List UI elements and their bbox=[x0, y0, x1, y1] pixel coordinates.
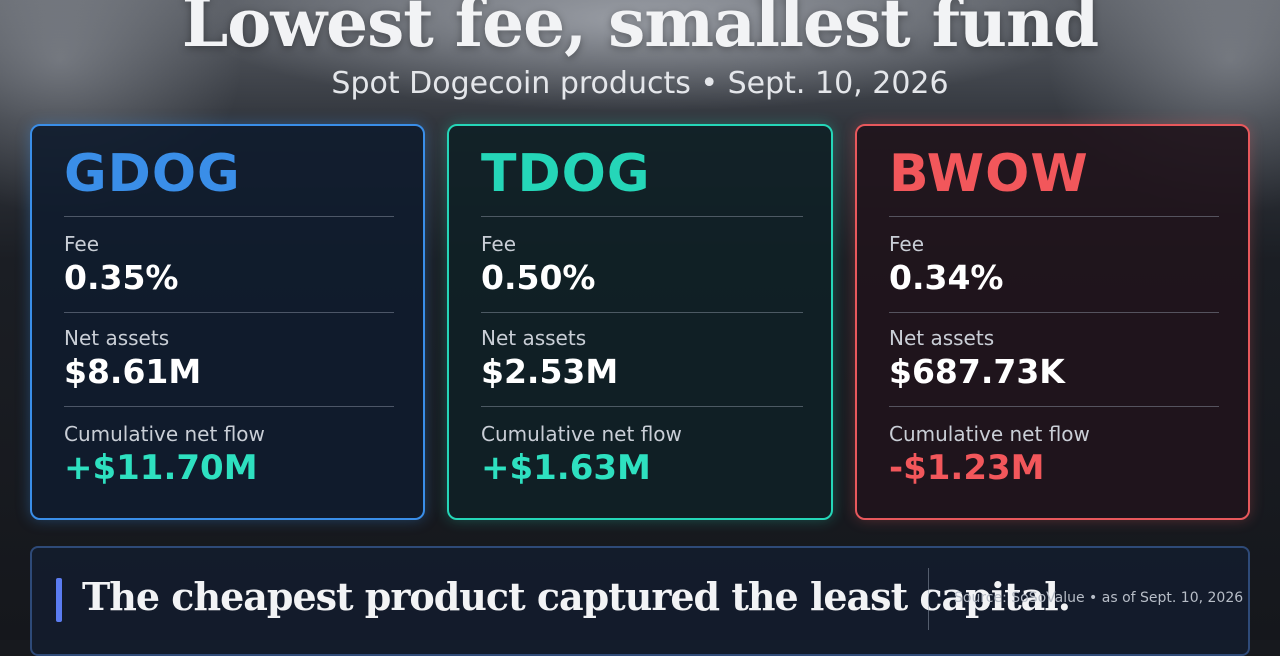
fee-label: Fee bbox=[481, 232, 517, 256]
fund-ticker: BWOW bbox=[889, 144, 1089, 204]
fee-value: 0.50% bbox=[481, 258, 596, 297]
divider bbox=[481, 312, 803, 313]
divider bbox=[64, 312, 394, 313]
fund-card-gdog: GDOG Fee 0.35% Net assets $8.61M Cumulat… bbox=[30, 124, 425, 520]
net-assets-label: Net assets bbox=[889, 326, 995, 350]
fee-label: Fee bbox=[889, 232, 925, 256]
divider bbox=[889, 406, 1219, 407]
fund-card-bwow: BWOW Fee 0.34% Net assets $687.73K Cumul… bbox=[855, 124, 1250, 520]
fee-value: 0.35% bbox=[64, 258, 179, 297]
headline: Lowest fee, smallest fund bbox=[181, 0, 1099, 62]
net-flow-label: Cumulative net flow bbox=[889, 422, 1090, 446]
takeaway-text: The cheapest product captured the least … bbox=[82, 574, 1071, 619]
divider bbox=[889, 312, 1219, 313]
net-flow-value: +$1.63M bbox=[481, 448, 651, 488]
net-assets-value: $8.61M bbox=[64, 352, 202, 391]
takeaway-bar: The cheapest product captured the least … bbox=[30, 546, 1250, 656]
fund-card-tdog: TDOG Fee 0.50% Net assets $2.53M Cumulat… bbox=[447, 124, 833, 520]
divider bbox=[481, 216, 803, 217]
accent-bar bbox=[56, 578, 62, 622]
net-assets-value: $2.53M bbox=[481, 352, 619, 391]
net-assets-label: Net assets bbox=[64, 326, 170, 350]
divider bbox=[64, 216, 394, 217]
vertical-divider bbox=[928, 568, 929, 630]
source-note: Source: SoSoValue • as of Sept. 10, 2026 bbox=[954, 590, 1244, 606]
fund-ticker: GDOG bbox=[64, 144, 241, 204]
fund-ticker: TDOG bbox=[481, 144, 651, 204]
net-flow-value: +$11.70M bbox=[64, 448, 258, 488]
fee-label: Fee bbox=[64, 232, 100, 256]
subheadline: Spot Dogecoin products • Sept. 10, 2026 bbox=[331, 66, 949, 101]
net-flow-label: Cumulative net flow bbox=[481, 422, 682, 446]
divider bbox=[481, 406, 803, 407]
net-flow-label: Cumulative net flow bbox=[64, 422, 265, 446]
net-assets-value: $687.73K bbox=[889, 352, 1065, 391]
net-assets-label: Net assets bbox=[481, 326, 587, 350]
fee-value: 0.34% bbox=[889, 258, 1004, 297]
divider bbox=[889, 216, 1219, 217]
divider bbox=[64, 406, 394, 407]
net-flow-value: -$1.23M bbox=[889, 448, 1045, 488]
